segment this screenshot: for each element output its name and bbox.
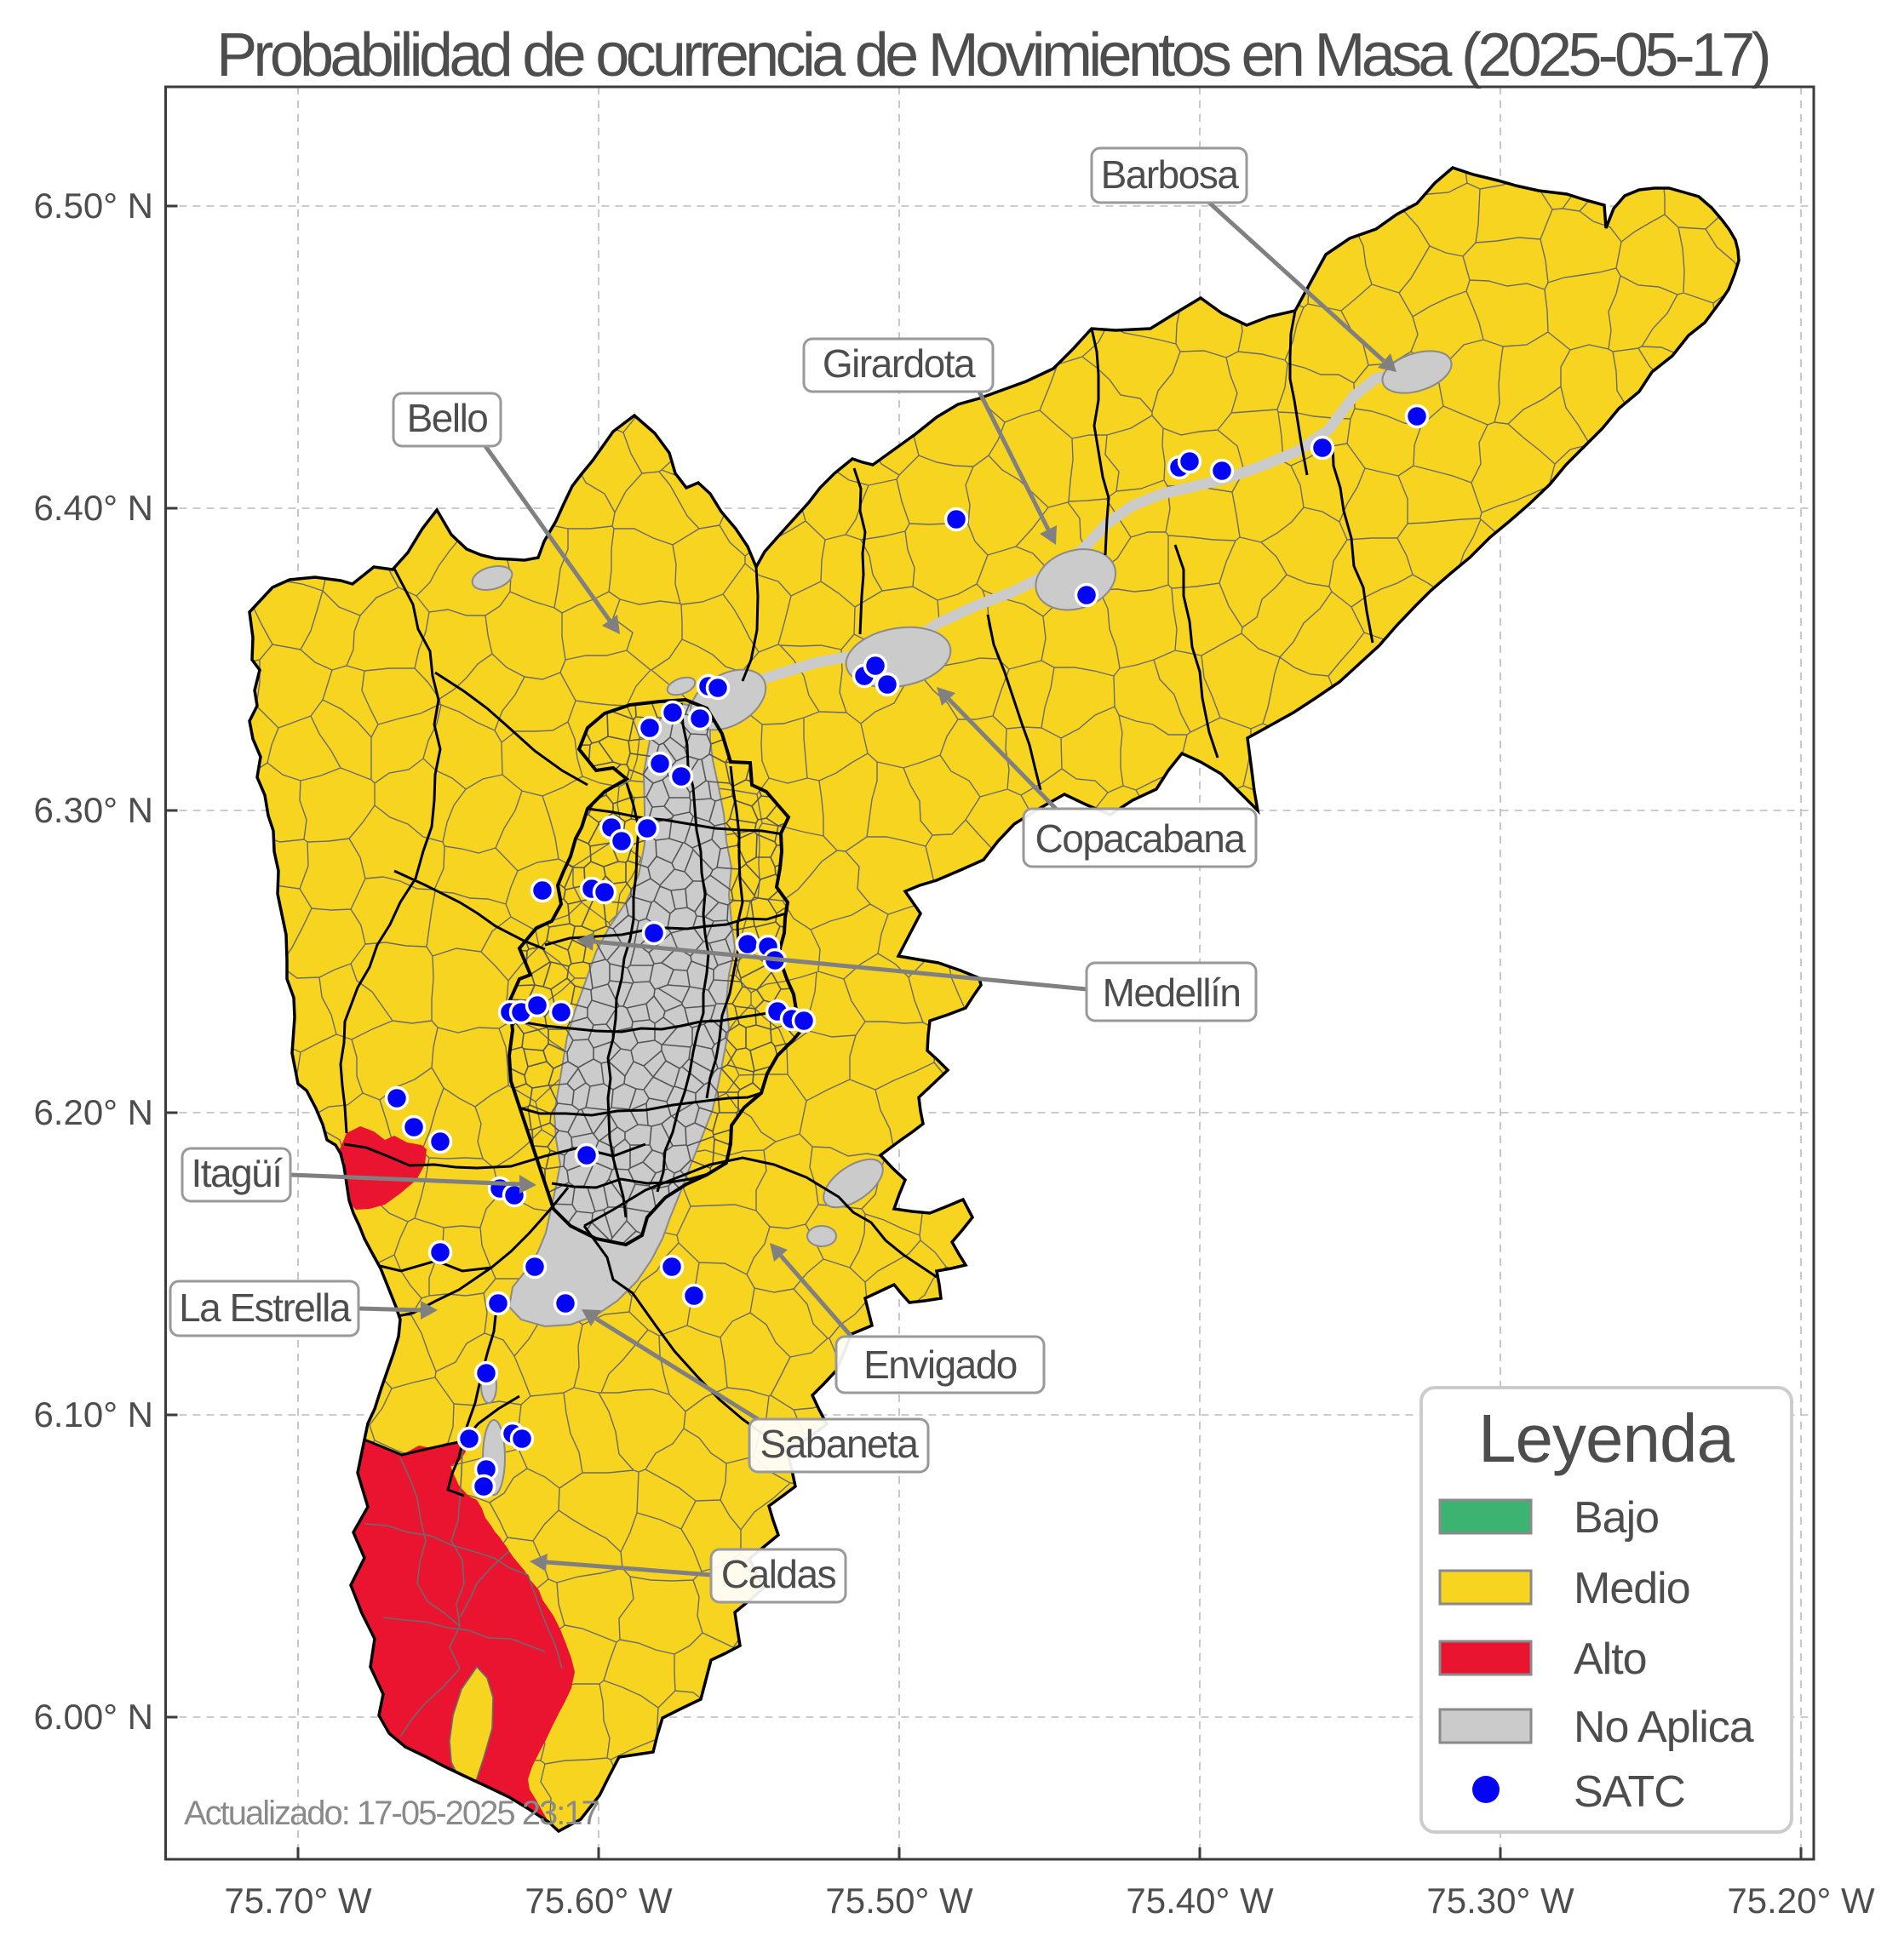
svg-text:75.60° W: 75.60° W (525, 1881, 673, 1921)
svg-text:No Aplica: No Aplica (1574, 1703, 1754, 1752)
svg-text:Caldas: Caldas (721, 1552, 836, 1596)
svg-text:Copacabana: Copacabana (1035, 816, 1247, 861)
svg-text:Envigado: Envigado (863, 1343, 1017, 1387)
svg-text:6.20° N: 6.20° N (33, 1092, 153, 1132)
svg-text:6.40° N: 6.40° N (33, 488, 153, 528)
svg-text:Alto: Alto (1574, 1635, 1647, 1684)
svg-text:Leyenda: Leyenda (1478, 1400, 1735, 1476)
svg-text:Sabaneta: Sabaneta (760, 1422, 920, 1466)
svg-text:6.10° N: 6.10° N (33, 1394, 153, 1434)
svg-text:75.20° W: 75.20° W (1727, 1881, 1875, 1921)
svg-text:75.30° W: 75.30° W (1426, 1881, 1574, 1921)
svg-text:75.70° W: 75.70° W (224, 1881, 372, 1921)
svg-text:Medellín: Medellín (1103, 970, 1241, 1015)
svg-text:SATC: SATC (1574, 1767, 1685, 1817)
svg-text:75.50° W: 75.50° W (825, 1881, 973, 1921)
svg-text:Actualizado: 17-05-2025 23:17: Actualizado: 17-05-2025 23:17 (184, 1795, 599, 1832)
svg-text:75.40° W: 75.40° W (1126, 1881, 1274, 1921)
svg-text:6.30° N: 6.30° N (33, 790, 153, 830)
svg-text:Itagüí: Itagüí (191, 1151, 283, 1195)
svg-text:Medio: Medio (1574, 1564, 1690, 1613)
svg-text:Bello: Bello (407, 396, 488, 440)
svg-text:6.50° N: 6.50° N (33, 186, 153, 226)
svg-text:Probabilidad de ocurrencia de: Probabilidad de ocurrencia de Movimiento… (216, 21, 1768, 89)
svg-text:6.00° N: 6.00° N (33, 1697, 153, 1737)
svg-text:La Estrella: La Estrella (179, 1285, 352, 1330)
svg-text:Bajo: Bajo (1574, 1493, 1659, 1543)
svg-text:Barbosa: Barbosa (1101, 152, 1240, 197)
svg-text:Girardota: Girardota (823, 341, 976, 386)
